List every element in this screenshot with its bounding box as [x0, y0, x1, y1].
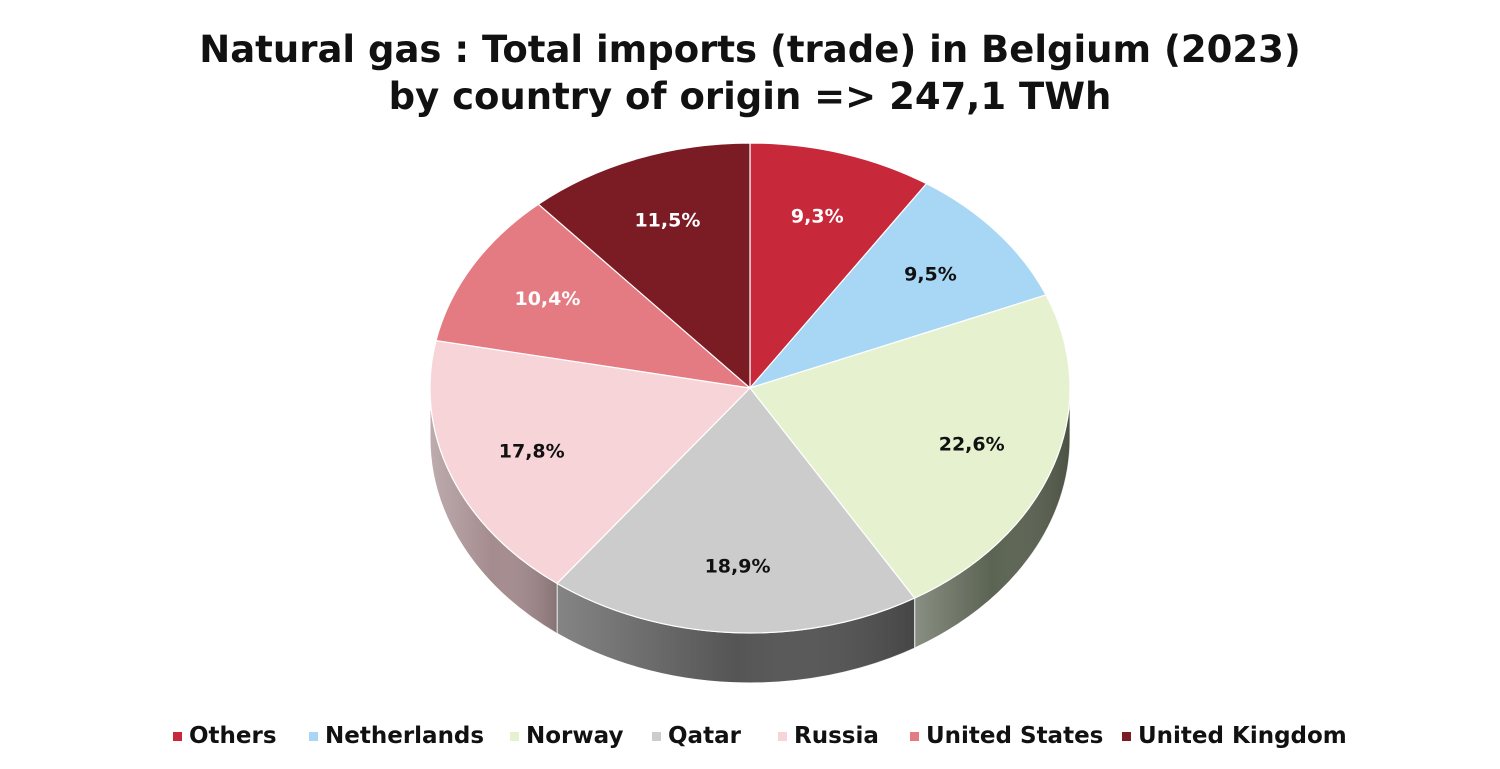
- legend-label-others: Others: [189, 723, 277, 749]
- legend-swatch-united-kingdom: [1122, 731, 1131, 741]
- legend-swatch-qatar: [652, 731, 661, 741]
- legend-item-united-kingdom: United Kingdom: [1122, 718, 1347, 754]
- pie-label-group: 9,3% 9,5% 22,6% 18,9% 17,8% 10,4% 11,5%: [499, 206, 1005, 578]
- pie-side-shade-russia: [430, 388, 558, 634]
- data-label-united-kingdom: 11,5%: [634, 210, 700, 232]
- legend-swatch-united-states: [910, 731, 919, 741]
- legend-item-netherlands: Netherlands: [309, 718, 484, 754]
- pie-slice-russia: [429, 339, 751, 585]
- legend-swatch-netherlands: [309, 731, 318, 741]
- legend-item-united-states: United States: [910, 718, 1103, 754]
- data-label-qatar: 18,9%: [705, 556, 771, 578]
- legend-item-norway: Norway: [510, 718, 623, 754]
- legend-label-russia: Russia: [794, 723, 879, 749]
- pie-slice-united-kingdom: [537, 142, 751, 389]
- chart-title: Natural gas : Total imports (trade) in B…: [0, 26, 1500, 120]
- legend: Others Netherlands Norway Qatar Russia United…: [0, 718, 1500, 754]
- data-label-united-states: 10,4%: [514, 288, 580, 310]
- legend-label-norway: Norway: [526, 723, 624, 749]
- chart-subtitle: by country of origin => 247,1 TWh: [388, 75, 1112, 118]
- legend-item-russia: Russia: [778, 718, 879, 754]
- pie-side-shade-norway: [914, 388, 1070, 649]
- legend-item-others: Others: [173, 718, 277, 754]
- data-label-russia: 17,8%: [499, 441, 565, 463]
- legend-swatch-norway: [510, 731, 519, 741]
- data-label-netherlands: 9,5%: [904, 263, 957, 285]
- data-label-others: 9,3%: [791, 206, 844, 228]
- legend-swatch-others: [173, 731, 182, 741]
- pie-slice-others: [749, 142, 928, 389]
- legend-label-united-kingdom: United Kingdom: [1138, 723, 1347, 749]
- legend-swatch-russia: [778, 731, 787, 741]
- data-label-norway: 22,6%: [939, 433, 1005, 455]
- pie-slice-norway: [749, 294, 1071, 599]
- legend-label-netherlands: Netherlands: [325, 723, 485, 749]
- pie-slice-netherlands: [749, 183, 1047, 389]
- legend-item-qatar: Qatar: [652, 718, 741, 754]
- pie-slice-qatar: [556, 387, 916, 634]
- legend-label-qatar: Qatar: [668, 723, 741, 749]
- pie-slice-group: [429, 142, 1071, 634]
- legend-label-united-states: United States: [926, 723, 1104, 749]
- chart-title-line-1: Natural gas : Total imports (trade) in B…: [199, 28, 1301, 71]
- pie-slice-united-states: [435, 203, 751, 389]
